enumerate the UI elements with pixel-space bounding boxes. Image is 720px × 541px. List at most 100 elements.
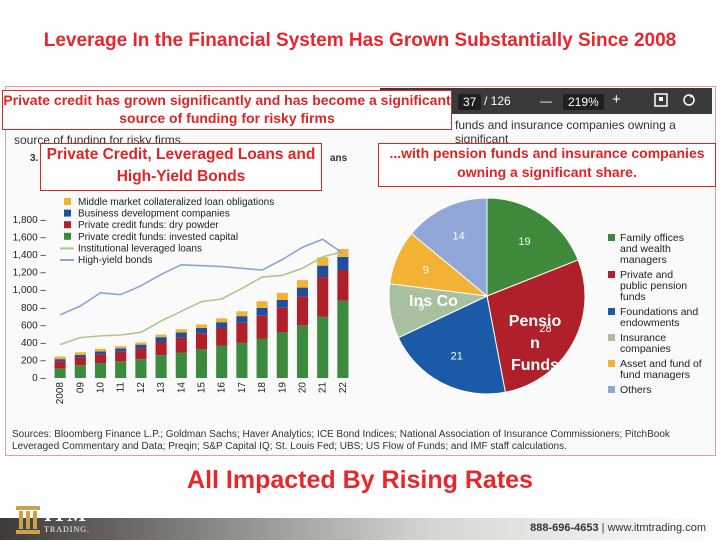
legend-label: High-yield bonds — [78, 255, 153, 266]
pie-value-label: 19 — [518, 236, 530, 248]
bar-segment — [94, 363, 107, 378]
bottom-headline: All Impacted By Rising Rates — [187, 466, 533, 494]
bar-chart-bars — [54, 248, 349, 378]
bar-segment — [195, 333, 208, 350]
legend-swatch — [64, 198, 71, 205]
bar-segment — [155, 334, 167, 338]
bar-segment — [256, 301, 268, 308]
bar-segment — [195, 349, 208, 378]
bar-segment — [296, 287, 309, 297]
legend-swatch — [64, 232, 71, 240]
bar-segment — [256, 338, 268, 378]
footer-phone: 888-696-4653 — [530, 522, 599, 534]
bar-segment — [236, 311, 248, 317]
page-title: Leverage In the Financial System Has Gro… — [43, 30, 677, 51]
legend-label: fund managers — [620, 369, 690, 381]
x-tick-label: 20 — [298, 382, 309, 394]
bar-segment — [276, 299, 288, 308]
legend-swatch — [64, 209, 71, 217]
bar-segment — [317, 277, 329, 317]
rotate-icon[interactable] — [682, 93, 696, 110]
legend-label: companies — [620, 343, 671, 355]
pie-overlay-labels: Ins Co Pensio n Funds — [409, 293, 561, 374]
pie-value-label: 28 — [539, 323, 551, 335]
x-tick-label: 19 — [277, 382, 288, 394]
bar-segment — [195, 327, 208, 334]
bar-segment — [175, 352, 187, 378]
pension-overlay-label: n — [530, 335, 540, 352]
y-tick-label: 0 – — [32, 373, 46, 384]
bar-segment — [317, 316, 329, 378]
pie-slice — [486, 259, 586, 393]
bar-segment — [236, 342, 248, 378]
logo-subtext: TRADING. — [44, 525, 90, 534]
y-tick-label: 1,400 – — [13, 250, 47, 261]
x-tick-label: 15 — [197, 382, 208, 394]
pie-slice — [410, 197, 488, 298]
series-line — [59, 250, 344, 346]
x-tick-label: 11 — [116, 382, 127, 393]
y-tick-label: 1,800 – — [13, 215, 47, 226]
legend-label: managers — [620, 254, 667, 266]
bar-segment — [115, 361, 127, 378]
x-tick-label: 10 — [96, 382, 107, 394]
bar-segment — [54, 359, 66, 362]
legend-label: Institutional leveraged loans — [78, 243, 202, 254]
bar-segment — [296, 325, 309, 378]
legend-label: and wealth — [620, 243, 671, 255]
insurance-overlay-label: Ins Co — [409, 293, 458, 310]
callout-chart-title: Private Credit, Leveraged Loans and High… — [40, 143, 322, 191]
x-tick-label: 09 — [75, 382, 86, 394]
bar-segment — [74, 352, 86, 355]
legend-label: Asset and fund of — [620, 358, 702, 370]
pie-value-label: 9 — [423, 265, 429, 277]
bar-segment — [236, 322, 248, 343]
bar-segment — [216, 322, 228, 328]
pie-slice — [397, 295, 506, 395]
bar-segment — [94, 351, 107, 355]
pie-value-label: 9 — [418, 301, 424, 313]
bar-chart-x-axis: 2008 09 10 11 12 13 14 15 16 17 18 19 20 21 22 — [55, 382, 349, 405]
bar-segment — [135, 348, 147, 360]
legend-swatch — [608, 308, 615, 315]
bar-segment — [216, 327, 228, 346]
bar-segment — [115, 351, 127, 362]
bar-segment — [74, 357, 86, 366]
footer-url[interactable]: www.itmtrading.com — [607, 522, 706, 534]
bar-segment — [216, 318, 228, 323]
zoom-out-button[interactable]: — — [540, 94, 552, 108]
legend-label: Family offices — [620, 232, 684, 244]
itm-pillar-icon — [16, 506, 40, 534]
bar-segment — [54, 361, 66, 369]
bar-segment — [256, 315, 268, 339]
legend-swatch — [608, 360, 615, 367]
y-tick-label: 200 – — [21, 355, 46, 366]
legend-label: Insurance — [620, 332, 666, 344]
x-tick-label: 21 — [318, 382, 329, 394]
x-tick-label: 22 — [338, 382, 349, 394]
pie-chart-slices — [388, 197, 586, 395]
legend-label: Middle market collateralized loan obliga… — [78, 197, 274, 208]
legend-label: Others — [620, 384, 652, 396]
bar-segment — [135, 344, 147, 349]
page-number-field[interactable]: 37 — [458, 94, 482, 110]
zoom-level-field[interactable]: 219% — [563, 94, 604, 110]
x-tick-label: 16 — [217, 382, 228, 394]
legend-label: endowments — [620, 317, 680, 329]
bar-chart: Middle market collateralized loan obliga… — [13, 197, 349, 405]
legend-label: funds — [620, 291, 646, 303]
bar-segment — [94, 348, 107, 352]
bar-segment — [236, 316, 248, 323]
pie-slice — [486, 197, 579, 297]
footer-separator: | — [601, 522, 605, 534]
bar-segment — [195, 324, 208, 328]
zoom-in-button[interactable]: + — [612, 91, 621, 108]
y-tick-label: 1,000 – — [13, 285, 47, 296]
bar-segment — [74, 354, 86, 358]
bar-segment — [94, 354, 107, 364]
fit-page-icon[interactable] — [654, 93, 668, 110]
bar-segment — [256, 307, 268, 316]
bar-segment — [216, 345, 228, 378]
figure-number: 3. — [30, 153, 39, 164]
